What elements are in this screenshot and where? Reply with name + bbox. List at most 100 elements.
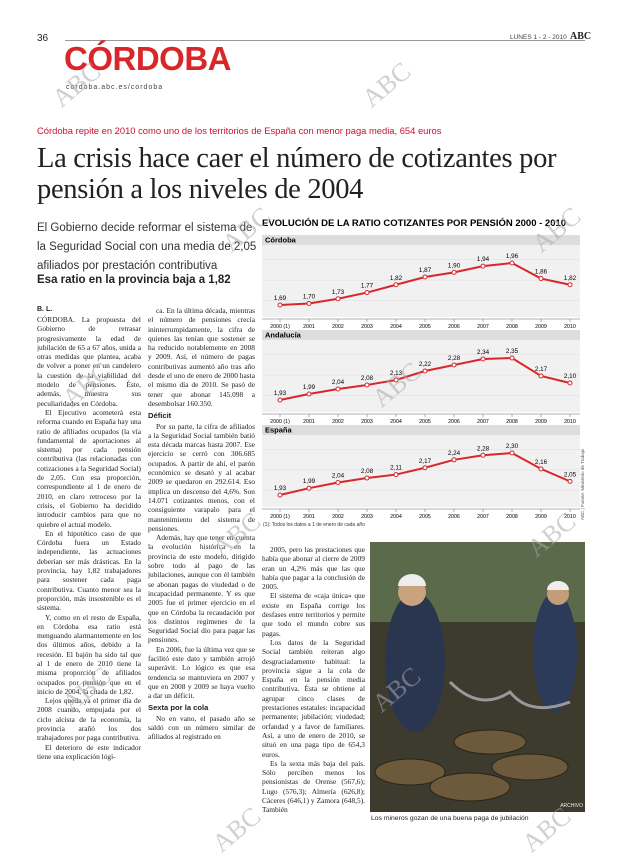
x-tick-label: 2000 (1)	[270, 514, 290, 520]
column: ca. En la última década, mientras el núm…	[148, 306, 255, 845]
point	[335, 386, 341, 392]
point	[509, 450, 515, 456]
panel-bg	[262, 330, 580, 412]
value-label: 1,82	[390, 275, 403, 282]
paragraph: Por su parte, la cifra de afiliados a la…	[148, 421, 255, 533]
section: CÓRDOBA	[64, 40, 232, 77]
infographic: EVOLUCIÓN DE LA RATIO COTIZANTES POR PEN…	[262, 217, 585, 528]
brand: ABC	[570, 31, 592, 42]
headline: La crisis hace caer el número de cotizan…	[37, 143, 557, 205]
watermark: ABC	[356, 56, 417, 113]
paragraph: En el hipotético caso de que Córdoba fue…	[37, 528, 141, 613]
x-tick-label: 2006	[448, 324, 460, 330]
value-label: 1,69	[274, 295, 287, 302]
column: CÓRDOBA. La propuesta del Gobierno de re…	[37, 315, 141, 845]
panel-bg	[262, 425, 580, 507]
point	[306, 391, 312, 397]
date: LUNES 1 - 2 - 2010	[510, 34, 567, 41]
panel-title: Córdoba	[265, 236, 297, 245]
point	[567, 282, 573, 288]
value-label: 2,34	[477, 349, 490, 356]
x-tick-label: 2004	[390, 419, 402, 425]
paragraph: ca. En la última década, mientras el núm…	[148, 306, 255, 408]
x-tick-label: 2007	[477, 419, 489, 425]
value-label: 2,10	[564, 373, 577, 380]
point	[277, 302, 283, 308]
value-label: 1,90	[448, 262, 461, 269]
paragraph: No en vano, el pasado año se saldó con u…	[148, 713, 255, 742]
photo-caption: Los mineros gozan de una buena paga de j…	[371, 815, 529, 822]
value-label: 2,35	[506, 348, 519, 355]
point	[277, 397, 283, 403]
x-tick-label: 2008	[506, 419, 518, 425]
x-tick-label: 2001	[303, 514, 315, 520]
column: 2005, pero las prestaciones que había qu…	[262, 545, 365, 845]
byline: B. L.	[37, 306, 53, 313]
value-label: 1,82	[564, 275, 577, 282]
value-label: 1,99	[303, 384, 316, 391]
point	[538, 276, 544, 282]
point	[538, 466, 544, 472]
lead: El Gobierno decide reformar el sistema d…	[37, 222, 257, 272]
x-tick-label: 2008	[506, 324, 518, 330]
subhead: Sexta por la cola	[148, 703, 209, 713]
value-label: 1,96	[506, 253, 519, 260]
panel-title: Andalucía	[265, 331, 302, 340]
paragraph: El sistema de «caja única» que existe en…	[262, 591, 365, 638]
point	[393, 472, 399, 478]
paragraph: El deterioro de este indicador tiene una…	[37, 742, 141, 761]
point	[422, 368, 428, 374]
x-tick-label: 2009	[535, 514, 547, 520]
source: ABC | Fuente: Ministerio de Trabajo	[580, 448, 585, 520]
infographic-title: EVOLUCIÓN DE LA RATIO COTIZANTES POR PEN…	[262, 217, 566, 229]
value-label: 2,28	[448, 355, 461, 362]
point	[509, 260, 515, 266]
photo-credit: ARCHIVO	[560, 803, 583, 809]
point	[306, 485, 312, 491]
x-tick-label: 2010	[564, 514, 576, 520]
point	[567, 478, 573, 484]
point	[538, 373, 544, 379]
x-tick-label: 2006	[448, 419, 460, 425]
point	[422, 465, 428, 471]
value-label: 2,17	[419, 458, 432, 465]
point	[422, 274, 428, 280]
panel-label-bg	[262, 235, 580, 245]
value-label: 2,13	[390, 370, 403, 377]
point	[393, 377, 399, 383]
point	[364, 475, 370, 481]
value-label: 2,04	[332, 379, 345, 386]
x-tick-label: 2003	[361, 419, 373, 425]
paragraph: Los datos de la Seguridad Social también…	[262, 637, 365, 759]
point	[451, 269, 457, 275]
x-tick-label: 2001	[303, 419, 315, 425]
point	[480, 263, 486, 269]
photo	[370, 542, 585, 812]
value-label: 2,11	[390, 465, 402, 472]
x-tick-label: 2004	[390, 324, 402, 330]
value-label: 2,28	[477, 445, 490, 452]
x-tick-label: 2010	[564, 419, 576, 425]
value-label: 2,05	[564, 471, 577, 478]
note: (1): Todos los datos a 1 de enero de cad…	[263, 522, 365, 528]
value-label: 2,08	[361, 375, 374, 382]
rule	[65, 40, 585, 41]
paragraph: Lejos queda ya el primer día de 2008 cua…	[37, 696, 141, 743]
x-tick-label: 2002	[332, 419, 344, 425]
value-label: 2,16	[535, 459, 548, 466]
paragraph: Es la sexta más baja del país. Sólo perc…	[262, 758, 365, 815]
x-tick-label: 2010	[564, 324, 576, 330]
x-tick-label: 2002	[332, 514, 344, 520]
point	[335, 480, 341, 486]
x-tick-label: 2002	[332, 324, 344, 330]
x-tick-label: 2008	[506, 514, 518, 520]
x-tick-label: 2005	[419, 419, 431, 425]
point	[335, 296, 341, 302]
value-label: 2,22	[419, 361, 432, 368]
url: cordoba.abc.es/cordoba	[66, 84, 164, 91]
point	[509, 355, 515, 361]
value-label: 1,93	[274, 390, 287, 397]
subhead: Déficit	[148, 411, 172, 421]
x-tick-label: 2004	[390, 514, 402, 520]
paragraph: El Ejecutivo acometerá esta reforma cuan…	[37, 407, 141, 529]
